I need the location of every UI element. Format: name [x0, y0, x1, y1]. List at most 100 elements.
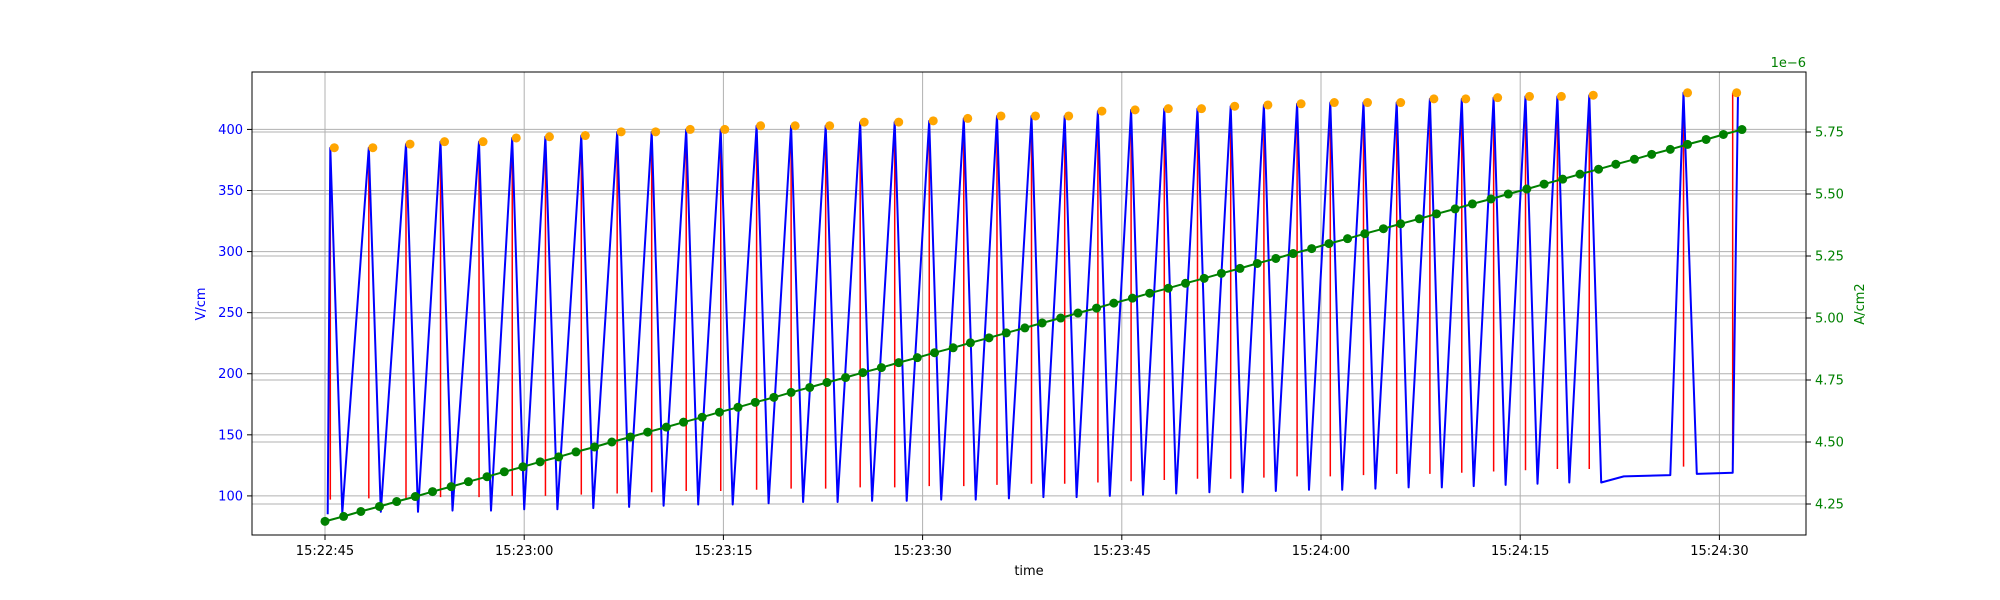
current-density-point [1235, 263, 1245, 273]
current-density-point [1109, 298, 1119, 308]
current-density-point [1450, 204, 1460, 214]
peak-point [756, 121, 766, 131]
current-density-point [320, 516, 330, 526]
current-density-point [1271, 253, 1281, 263]
current-density-point [374, 501, 384, 511]
current-density-point [535, 457, 545, 467]
peak-point [1396, 98, 1406, 108]
x-tick-label: 15:23:15 [694, 544, 752, 559]
current-density-point [463, 477, 473, 487]
peak-point [580, 131, 590, 141]
current-density-point [1522, 184, 1532, 194]
left-y-tick-label: 400 [218, 123, 243, 138]
current-density-point [625, 432, 635, 442]
peak-point [1362, 98, 1372, 108]
current-density-point [786, 387, 796, 397]
current-density-point [1414, 214, 1424, 224]
peak-point [963, 113, 973, 123]
current-density-point [1558, 174, 1568, 184]
current-density-point [1396, 219, 1406, 229]
current-density-point [1163, 283, 1173, 293]
current-density-point [518, 462, 528, 472]
axis-layer: 15:22:45 15:23:00 15:23:15 15:23:30 15:23:45… [218, 123, 1844, 559]
current-density-point [1575, 169, 1585, 179]
peak-point [685, 124, 695, 134]
right-y-axis-label: A/cm2 [1853, 283, 1868, 324]
current-density-point [1073, 308, 1083, 318]
peak-point [1230, 101, 1240, 111]
current-density-point [679, 417, 689, 427]
peak-point [1064, 111, 1074, 121]
current-density-point [607, 437, 617, 447]
x-tick-label: 15:23:00 [495, 544, 553, 559]
peak-point [329, 143, 339, 153]
current-density-point [1181, 278, 1191, 288]
x-tick-label: 15:24:15 [1491, 544, 1549, 559]
right-y-tick-label: 4.50 [1815, 436, 1844, 451]
peak-point [720, 124, 730, 134]
peak-point [1163, 104, 1173, 114]
current-density-point [984, 333, 994, 343]
peak-point [616, 127, 626, 137]
peak-point [368, 143, 378, 153]
current-density-point [1701, 134, 1711, 144]
current-density-point [1343, 234, 1353, 244]
current-density-point [428, 487, 438, 497]
peak-point [996, 111, 1006, 121]
current-density-point [733, 402, 743, 412]
current-density-point [894, 358, 904, 368]
current-density-point [1539, 179, 1549, 189]
plot-frame [251, 71, 1807, 536]
current-density-point [876, 363, 886, 373]
current-density-point [1324, 239, 1334, 249]
peak-point [1461, 94, 1471, 104]
current-density-point [1037, 318, 1047, 328]
right-y-tick-label: 5.75 [1815, 126, 1844, 141]
current-density-point [1252, 258, 1262, 268]
peak-point [405, 139, 415, 149]
x-axis-label: time [1014, 564, 1043, 579]
grid-layer [252, 72, 1806, 535]
current-density-point [1001, 328, 1011, 338]
current-density-point [1718, 129, 1728, 139]
left-y-tick-label: 150 [218, 428, 243, 443]
peak-point [1525, 91, 1535, 101]
left-y-tick-label: 250 [218, 306, 243, 321]
x-tick-label: 15:24:30 [1690, 544, 1748, 559]
current-density-point [750, 397, 760, 407]
left-y-tick-label: 350 [218, 184, 243, 199]
current-density-point [841, 373, 851, 383]
peak-point [1097, 106, 1107, 116]
current-density-point [356, 506, 366, 516]
current-density-point [965, 338, 975, 348]
peak-point [1588, 90, 1598, 100]
current-density-point [339, 511, 349, 521]
peak-point [928, 116, 938, 126]
current-density-point [1307, 244, 1317, 254]
current-density-point [571, 447, 581, 457]
peak-point [1683, 88, 1693, 98]
current-density-point [1647, 149, 1657, 159]
x-tick-label: 15:23:45 [1093, 544, 1151, 559]
current-density-point [769, 392, 779, 402]
right-y-tick-label: 5.00 [1815, 312, 1844, 327]
peak-point [1263, 100, 1273, 110]
current-density-point [643, 427, 653, 437]
current-density-point [661, 422, 671, 432]
right-y-tick-label: 4.25 [1815, 498, 1844, 513]
right-axis-offset-text: 1e−6 [1771, 56, 1806, 71]
left-y-axis-label: V/cm [194, 287, 209, 320]
current-density-point [1216, 268, 1226, 278]
current-density-point [948, 343, 958, 353]
peak-point [440, 137, 450, 147]
current-density-point [1145, 288, 1155, 298]
current-density-point [1503, 189, 1513, 199]
peak-point [1556, 91, 1566, 101]
current-density-point [1360, 229, 1370, 239]
current-density-point [930, 348, 940, 358]
current-density-point [1127, 293, 1137, 303]
left-y-tick-label: 100 [218, 489, 243, 504]
current-density-point [1486, 194, 1496, 204]
current-density-point [1629, 154, 1639, 164]
